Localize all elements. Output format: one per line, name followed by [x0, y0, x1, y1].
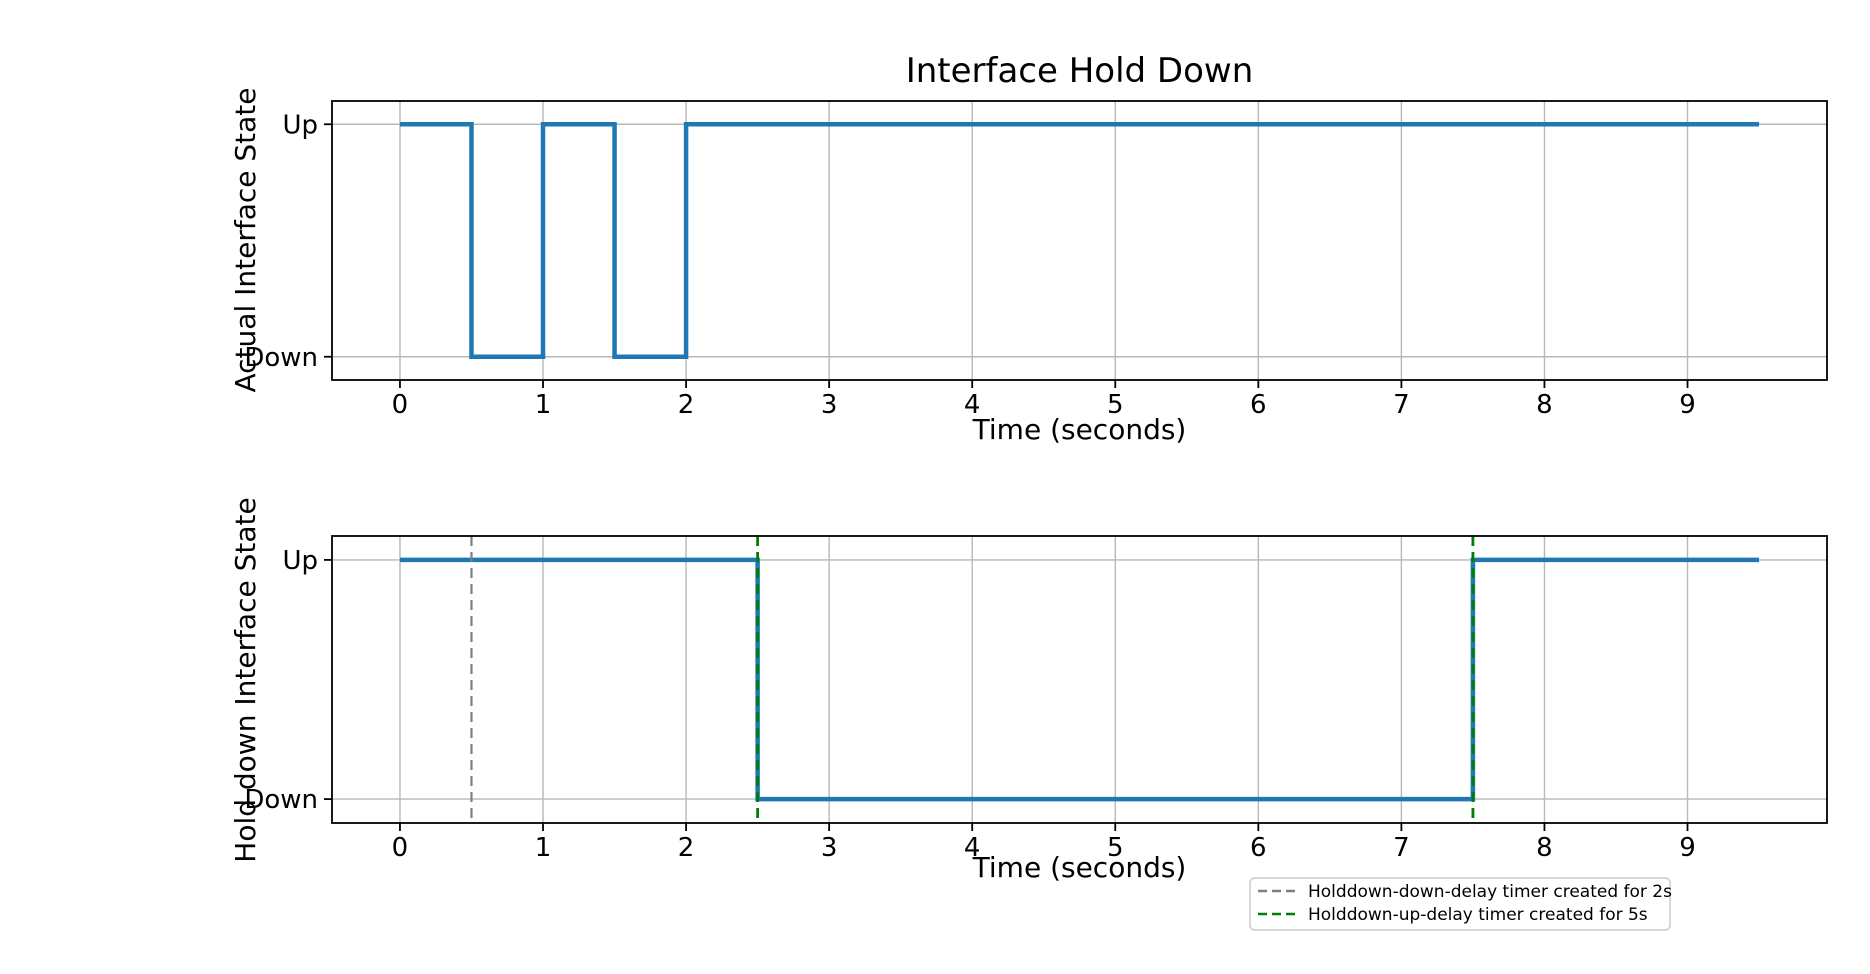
bottom-x-tick-label: 3 — [821, 833, 838, 863]
bottom-x-tick-label: 7 — [1393, 833, 1410, 863]
top-y-tick-label: Up — [282, 110, 318, 140]
bottom-xaxis-label: Time (seconds) — [972, 851, 1187, 884]
top-x-tick-label: 4 — [964, 390, 981, 420]
chart-title: Interface Hold Down — [905, 51, 1254, 91]
bottom-x-tick-label: 8 — [1536, 833, 1553, 863]
top-x-tick-label: 2 — [678, 390, 695, 420]
top-x-tick-label: 7 — [1393, 390, 1410, 420]
legend-box — [1249, 877, 1671, 931]
bottom-y-tick-label: Up — [282, 546, 318, 576]
bottom-x-tick-label: 5 — [1107, 833, 1124, 863]
top-axes-spine — [331, 100, 1828, 381]
top-x-tick-label: 6 — [1250, 390, 1267, 420]
top-yaxis-label: Actual Interface State — [229, 87, 262, 393]
bottom-yaxis-label: Hold down Interface State — [229, 497, 262, 863]
top-x-tick-label: 9 — [1679, 390, 1696, 420]
bottom-x-tick-label: 0 — [392, 833, 409, 863]
bottom-axes-spine — [331, 535, 1828, 824]
top-x-tick-label: 1 — [535, 390, 552, 420]
top-x-tick-label: 0 — [392, 390, 409, 420]
bottom-y-tick-label: Down — [244, 785, 318, 815]
actual-interface-state-line — [399, 122, 1760, 359]
top-y-tick-label: Down — [244, 343, 318, 373]
legend-item-label: Holddown-up-delay timer created for 5s — [1308, 905, 1648, 925]
legend-item-label: Holddown-down-delay timer created for 2s — [1308, 882, 1672, 902]
bottom-x-tick-label: 9 — [1679, 833, 1696, 863]
top-x-tick-label: 5 — [1107, 390, 1124, 420]
bottom-x-tick-label: 6 — [1250, 833, 1267, 863]
bottom-x-tick-label: 1 — [535, 833, 552, 863]
bottom-x-tick-label: 2 — [678, 833, 695, 863]
top-xaxis-label: Time (seconds) — [972, 413, 1187, 446]
holddown-interface-state-line — [399, 557, 1760, 802]
bottom-x-tick-label: 4 — [964, 833, 981, 863]
top-x-tick-label: 8 — [1536, 390, 1553, 420]
top-x-tick-label: 3 — [821, 390, 838, 420]
